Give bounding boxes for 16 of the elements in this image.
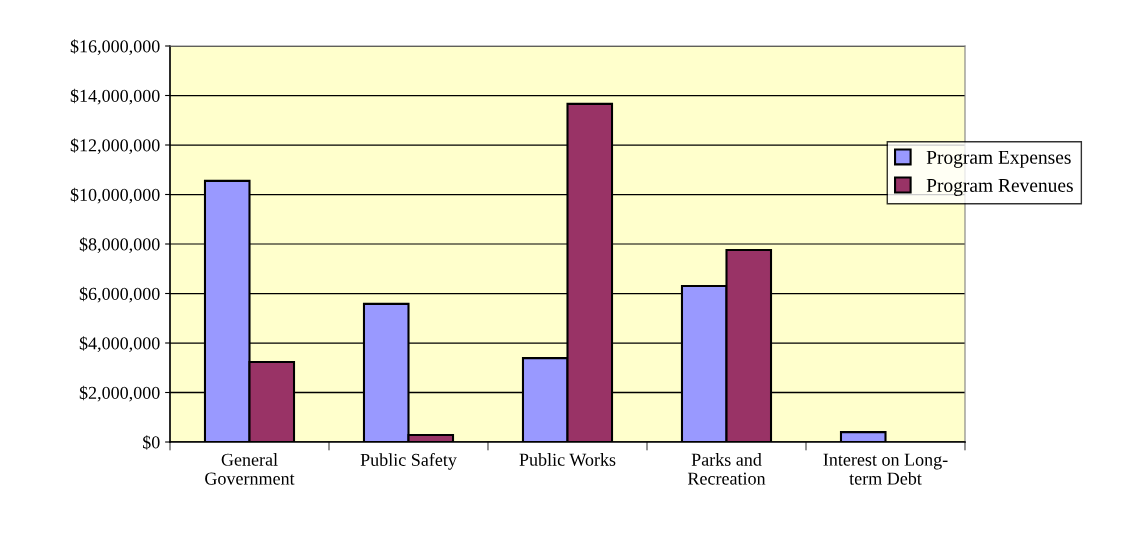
legend-label: Program Revenues (926, 179, 1073, 196)
x-tick-label: Interest on Long- term Debt (823, 453, 948, 485)
legend-label: Program Expenses (926, 150, 1071, 168)
x-tick-label: General Government (205, 453, 295, 485)
y-tick-label: $6,000,000 (79, 286, 160, 303)
x-tick-label: Public Works (519, 453, 616, 466)
y-tick-label: $0 (143, 435, 160, 450)
y-tick-label: $10,000,000 (70, 187, 160, 204)
y-tick-label: $8,000,000 (79, 237, 160, 254)
x-tick-label: Public Safety (360, 453, 457, 470)
y-tick-label: $2,000,000 (79, 385, 160, 402)
y-tick-label: $14,000,000 (70, 88, 160, 105)
y-tick-label: $12,000,000 (70, 138, 160, 155)
y-tick-label: $4,000,000 (79, 336, 160, 353)
y-tick-label: $16,000,000 (70, 39, 160, 56)
x-tick-label: Parks and Recreation (687, 453, 766, 485)
